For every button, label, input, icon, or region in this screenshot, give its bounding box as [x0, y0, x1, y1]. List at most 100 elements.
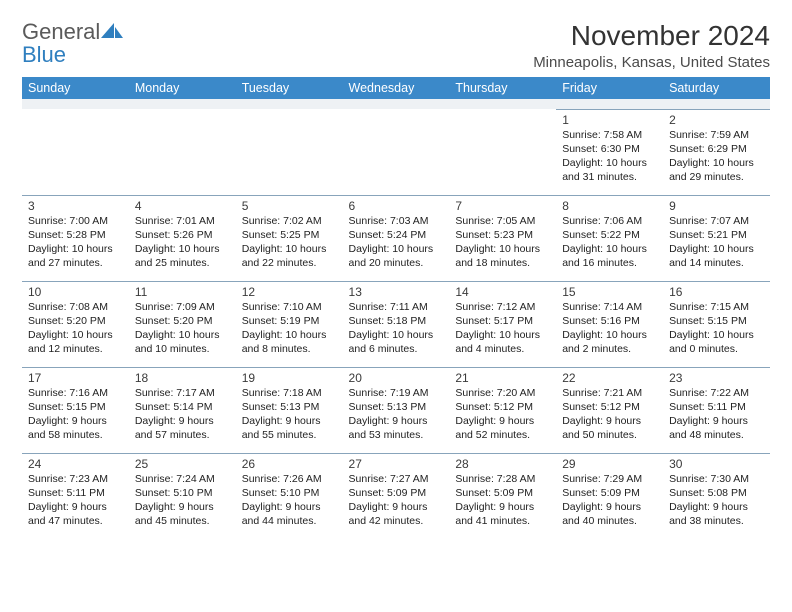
day-number: 18 — [135, 371, 230, 387]
sunset-line: Sunset: 5:12 PM — [562, 401, 657, 415]
day-info: Sunrise: 7:12 AMSunset: 5:17 PMDaylight:… — [455, 301, 550, 356]
brand-logo: General Blue — [22, 20, 124, 66]
logo-text: General Blue — [22, 20, 124, 66]
calendar-day-cell: 15Sunrise: 7:14 AMSunset: 5:16 PMDayligh… — [556, 281, 663, 367]
sunrise-line: Sunrise: 7:18 AM — [242, 387, 337, 401]
daylight-line: Daylight: 10 hours and 10 minutes. — [135, 329, 230, 357]
calendar-week-row: 24Sunrise: 7:23 AMSunset: 5:11 PMDayligh… — [22, 453, 770, 539]
sunrise-line: Sunrise: 7:20 AM — [455, 387, 550, 401]
day-number: 2 — [669, 113, 764, 129]
logo-word-1: General — [22, 19, 100, 44]
sunset-line: Sunset: 5:25 PM — [242, 229, 337, 243]
sunrise-line: Sunrise: 7:03 AM — [349, 215, 444, 229]
day-number: 7 — [455, 199, 550, 215]
day-info: Sunrise: 7:03 AMSunset: 5:24 PMDaylight:… — [349, 215, 444, 270]
sunset-line: Sunset: 5:17 PM — [455, 315, 550, 329]
sunrise-line: Sunrise: 7:19 AM — [349, 387, 444, 401]
sunset-line: Sunset: 5:20 PM — [28, 315, 123, 329]
sunset-line: Sunset: 5:20 PM — [135, 315, 230, 329]
daylight-line: Daylight: 9 hours and 55 minutes. — [242, 415, 337, 443]
sunrise-line: Sunrise: 7:16 AM — [28, 387, 123, 401]
sunrise-line: Sunrise: 7:26 AM — [242, 473, 337, 487]
sunrise-line: Sunrise: 7:58 AM — [562, 129, 657, 143]
daylight-line: Daylight: 9 hours and 57 minutes. — [135, 415, 230, 443]
calendar-day-cell: 22Sunrise: 7:21 AMSunset: 5:12 PMDayligh… — [556, 367, 663, 453]
daylight-line: Daylight: 9 hours and 44 minutes. — [242, 501, 337, 529]
sunset-line: Sunset: 5:11 PM — [669, 401, 764, 415]
day-number: 27 — [349, 457, 444, 473]
calendar-page: General Blue November 2024 Minneapolis, … — [0, 0, 792, 559]
day-info: Sunrise: 7:01 AMSunset: 5:26 PMDaylight:… — [135, 215, 230, 270]
daylight-line: Daylight: 9 hours and 53 minutes. — [349, 415, 444, 443]
day-info: Sunrise: 7:02 AMSunset: 5:25 PMDaylight:… — [242, 215, 337, 270]
day-info: Sunrise: 7:21 AMSunset: 5:12 PMDaylight:… — [562, 387, 657, 442]
sunset-line: Sunset: 5:18 PM — [349, 315, 444, 329]
day-number: 19 — [242, 371, 337, 387]
calendar-day-cell: 5Sunrise: 7:02 AMSunset: 5:25 PMDaylight… — [236, 195, 343, 281]
calendar-day-cell: 19Sunrise: 7:18 AMSunset: 5:13 PMDayligh… — [236, 367, 343, 453]
calendar-day-cell: 13Sunrise: 7:11 AMSunset: 5:18 PMDayligh… — [343, 281, 450, 367]
sunrise-line: Sunrise: 7:27 AM — [349, 473, 444, 487]
day-number: 21 — [455, 371, 550, 387]
day-info: Sunrise: 7:00 AMSunset: 5:28 PMDaylight:… — [28, 215, 123, 270]
calendar-day-cell: 8Sunrise: 7:06 AMSunset: 5:22 PMDaylight… — [556, 195, 663, 281]
calendar-day-cell: 6Sunrise: 7:03 AMSunset: 5:24 PMDaylight… — [343, 195, 450, 281]
day-number: 1 — [562, 113, 657, 129]
calendar-day-cell: 30Sunrise: 7:30 AMSunset: 5:08 PMDayligh… — [663, 453, 770, 539]
day-info: Sunrise: 7:14 AMSunset: 5:16 PMDaylight:… — [562, 301, 657, 356]
day-info: Sunrise: 7:27 AMSunset: 5:09 PMDaylight:… — [349, 473, 444, 528]
calendar-day-cell: 12Sunrise: 7:10 AMSunset: 5:19 PMDayligh… — [236, 281, 343, 367]
daylight-line: Daylight: 9 hours and 47 minutes. — [28, 501, 123, 529]
day-info: Sunrise: 7:19 AMSunset: 5:13 PMDaylight:… — [349, 387, 444, 442]
sunrise-line: Sunrise: 7:12 AM — [455, 301, 550, 315]
month-title: November 2024 — [533, 20, 770, 52]
day-info: Sunrise: 7:29 AMSunset: 5:09 PMDaylight:… — [562, 473, 657, 528]
calendar-day-cell: 24Sunrise: 7:23 AMSunset: 5:11 PMDayligh… — [22, 453, 129, 539]
day-info: Sunrise: 7:07 AMSunset: 5:21 PMDaylight:… — [669, 215, 764, 270]
sunset-line: Sunset: 5:09 PM — [455, 487, 550, 501]
day-info: Sunrise: 7:08 AMSunset: 5:20 PMDaylight:… — [28, 301, 123, 356]
weekday-header: Wednesday — [343, 77, 450, 99]
calendar-day-cell: 3Sunrise: 7:00 AMSunset: 5:28 PMDaylight… — [22, 195, 129, 281]
day-number: 10 — [28, 285, 123, 301]
calendar-week-row: 1Sunrise: 7:58 AMSunset: 6:30 PMDaylight… — [22, 109, 770, 195]
daylight-line: Daylight: 9 hours and 48 minutes. — [669, 415, 764, 443]
day-number: 4 — [135, 199, 230, 215]
sunrise-line: Sunrise: 7:10 AM — [242, 301, 337, 315]
day-info: Sunrise: 7:30 AMSunset: 5:08 PMDaylight:… — [669, 473, 764, 528]
day-info: Sunrise: 7:59 AMSunset: 6:29 PMDaylight:… — [669, 129, 764, 184]
daylight-line: Daylight: 10 hours and 20 minutes. — [349, 243, 444, 271]
sunrise-line: Sunrise: 7:06 AM — [562, 215, 657, 229]
daylight-line: Daylight: 9 hours and 45 minutes. — [135, 501, 230, 529]
calendar-day-cell — [449, 109, 556, 195]
spacer-row — [22, 99, 770, 109]
daylight-line: Daylight: 10 hours and 6 minutes. — [349, 329, 444, 357]
day-number: 16 — [669, 285, 764, 301]
calendar-day-cell: 28Sunrise: 7:28 AMSunset: 5:09 PMDayligh… — [449, 453, 556, 539]
sunrise-line: Sunrise: 7:01 AM — [135, 215, 230, 229]
day-info: Sunrise: 7:24 AMSunset: 5:10 PMDaylight:… — [135, 473, 230, 528]
day-info: Sunrise: 7:16 AMSunset: 5:15 PMDaylight:… — [28, 387, 123, 442]
sunrise-line: Sunrise: 7:24 AM — [135, 473, 230, 487]
day-number: 5 — [242, 199, 337, 215]
day-info: Sunrise: 7:15 AMSunset: 5:15 PMDaylight:… — [669, 301, 764, 356]
day-number: 30 — [669, 457, 764, 473]
calendar-body: 1Sunrise: 7:58 AMSunset: 6:30 PM Daylight… — [22, 99, 770, 539]
calendar-day-cell: 21Sunrise: 7:20 AMSunset: 5:12 PMDayligh… — [449, 367, 556, 453]
day-info: Sunrise: 7:10 AMSunset: 5:19 PMDaylight:… — [242, 301, 337, 356]
day-number: 26 — [242, 457, 337, 473]
title-block: November 2024 Minneapolis, Kansas, Unite… — [533, 20, 770, 71]
calendar-week-row: 17Sunrise: 7:16 AMSunset: 5:15 PMDayligh… — [22, 367, 770, 453]
sunset-line: Sunset: 5:16 PM — [562, 315, 657, 329]
daylight-line: Daylight: 10 hours and 4 minutes. — [455, 329, 550, 357]
daylight-line: Daylight: 9 hours and 38 minutes. — [669, 501, 764, 529]
calendar-day-cell: 17Sunrise: 7:16 AMSunset: 5:15 PMDayligh… — [22, 367, 129, 453]
calendar-day-cell: 25Sunrise: 7:24 AMSunset: 5:10 PMDayligh… — [129, 453, 236, 539]
calendar-day-cell: 23Sunrise: 7:22 AMSunset: 5:11 PMDayligh… — [663, 367, 770, 453]
sunset-line: Sunset: 5:24 PM — [349, 229, 444, 243]
page-header: General Blue November 2024 Minneapolis, … — [22, 20, 770, 71]
calendar-day-cell — [22, 109, 129, 195]
sunset-line: Sunset: 5:15 PM — [28, 401, 123, 415]
sunset-line: Sunset: 6:30 PM — [562, 143, 657, 157]
weekday-header: Monday — [129, 77, 236, 99]
